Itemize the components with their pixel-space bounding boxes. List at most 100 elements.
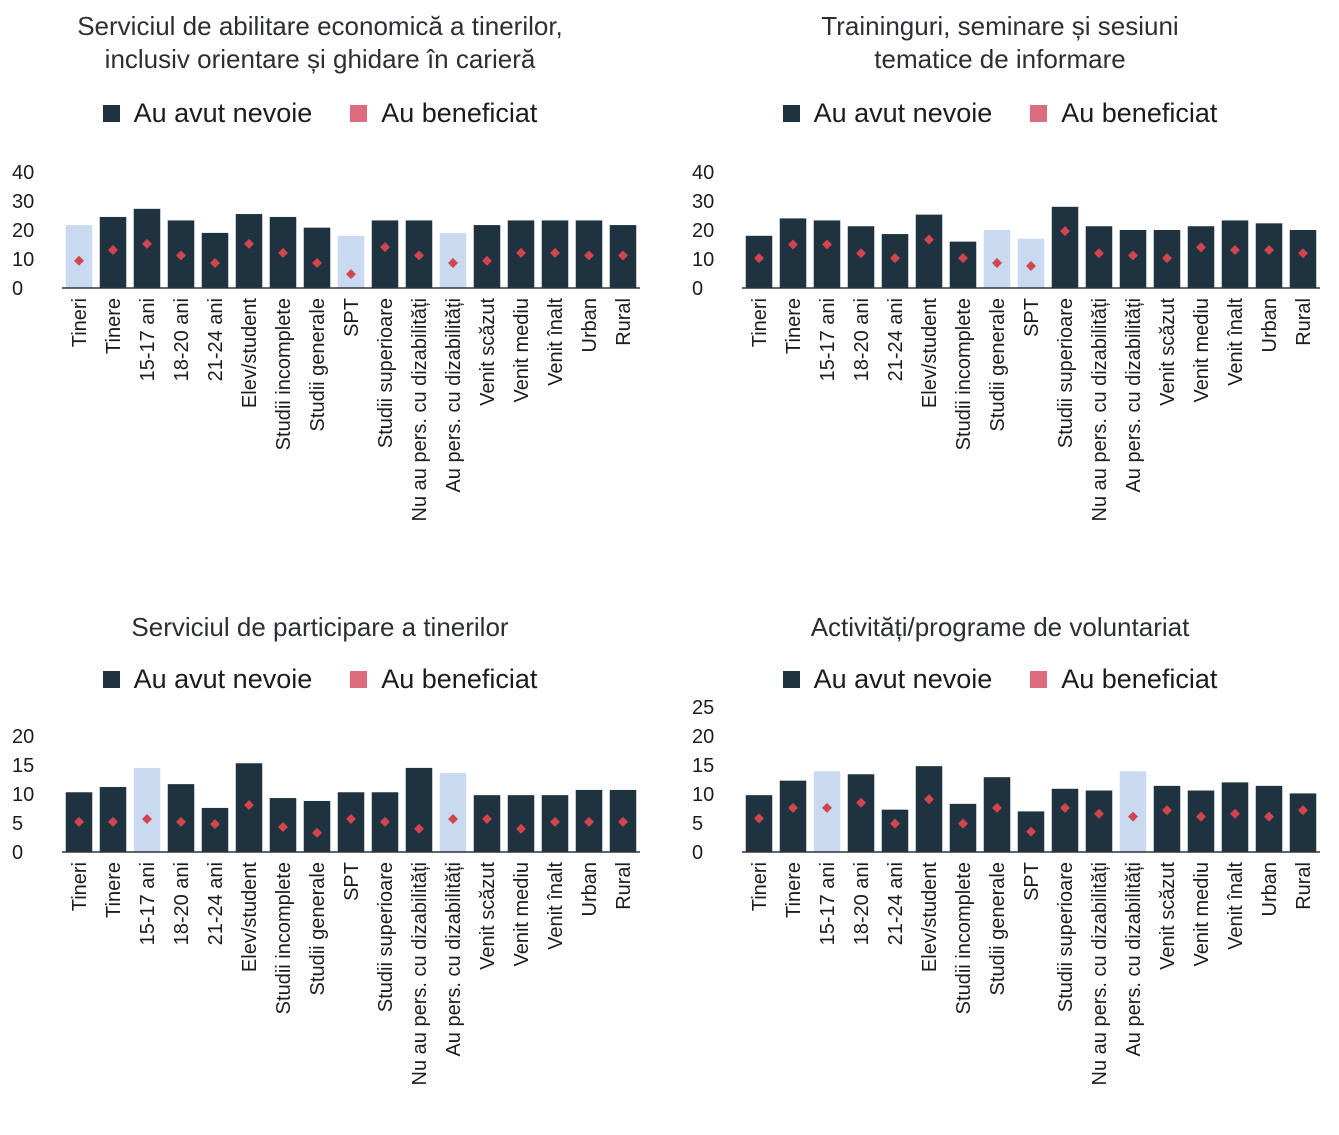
marker-benefit	[550, 247, 560, 258]
marker-benefit	[1230, 808, 1240, 819]
marker-benefit	[312, 827, 322, 838]
bar-need	[915, 214, 943, 288]
x-tick-label: Studii incomplete	[953, 298, 975, 450]
x-tick-label: Urban	[579, 862, 601, 916]
bar-chart: 0 5 10 15 20 Tineri Tinere 15-17 ani 18-20 ani 21…	[12, 726, 640, 1085]
x-tick-label: 18-20 ani	[171, 862, 193, 945]
bar-chart: 0 10 20 30 40 Tineri Tinere 15-17 ani 18-20 ani 2…	[12, 162, 640, 521]
marker-benefit	[890, 818, 900, 829]
bar-need	[915, 766, 943, 852]
marker-benefit	[142, 238, 152, 249]
y-tick-label: 30	[12, 191, 34, 213]
x-tick-label: Venit înalt	[1225, 298, 1247, 386]
x-tick-label: Au pers. cu dizabilități	[1123, 298, 1145, 493]
bar-need	[133, 767, 161, 852]
bar-need	[371, 220, 399, 288]
y-tick-label: 30	[692, 191, 714, 213]
marker-benefit	[1094, 808, 1104, 819]
chart-title-line: Serviciul de abilitare economică a tiner…	[77, 11, 563, 41]
bar-need	[1153, 785, 1181, 852]
x-tick-label: 15-17 ani	[137, 862, 159, 945]
x-tick-label: Studii incomplete	[273, 862, 295, 1014]
x-tick-label: Au pers. cu dizabilități	[1123, 862, 1145, 1057]
marker-benefit	[210, 258, 220, 269]
y-tick-label: 0	[12, 842, 23, 864]
x-tick-label: Rural	[1293, 298, 1315, 346]
x-tick-label: Urban	[1259, 298, 1281, 352]
marker-benefit	[346, 269, 356, 280]
x-tick-label: Studii superioare	[375, 862, 397, 1012]
marker-benefit	[992, 802, 1002, 813]
y-tick-label: 10	[692, 784, 714, 806]
y-tick-label: 20	[12, 220, 34, 242]
x-tick-label: Venit mediu	[1191, 298, 1213, 403]
marker-benefit	[584, 250, 594, 261]
marker-benefit	[278, 247, 288, 258]
y-tick-label: 20	[692, 726, 714, 748]
marker-benefit	[448, 258, 458, 269]
bar-need	[1187, 226, 1215, 288]
x-tick-label: Nu au pers. cu dizabilități	[1089, 862, 1111, 1085]
x-tick-label: Rural	[1293, 862, 1315, 910]
bar-need	[1051, 206, 1079, 288]
x-tick-label: Tineri	[749, 862, 771, 911]
marker-benefit	[108, 816, 118, 827]
marker-benefit	[958, 253, 968, 264]
legend-swatch	[102, 671, 120, 688]
legend-label: Au beneficiat	[381, 664, 538, 694]
marker-benefit	[482, 813, 492, 824]
y-tick-label: 10	[12, 784, 34, 806]
legend-label: Au beneficiat	[381, 98, 538, 128]
chart-title-line: tematice de informare	[874, 44, 1126, 74]
x-tick-label: 15-17 ani	[817, 298, 839, 381]
bar-need	[983, 777, 1011, 852]
marker-benefit	[176, 816, 186, 827]
bar-need	[303, 800, 331, 852]
x-tick-label: Rural	[613, 298, 635, 346]
y-tick-label: 10	[12, 249, 34, 271]
legend-label: Au avut nevoie	[813, 664, 993, 694]
y-tick-label: 15	[12, 755, 34, 777]
marker-benefit	[822, 239, 832, 250]
marker-benefit	[380, 816, 390, 827]
x-tick-label: Tineri	[69, 298, 91, 347]
chart-title: Traininguri, seminare și sesiuni tematice…	[680, 10, 1320, 76]
marker-benefit	[550, 816, 560, 827]
marker-benefit	[856, 248, 866, 259]
x-tick-label: 18-20 ani	[851, 298, 873, 381]
legend-label: Au avut nevoie	[133, 664, 313, 694]
legend-item-need: Au avut nevoie	[782, 98, 993, 129]
bar-need	[745, 795, 773, 852]
x-tick-label: Venit mediu	[511, 298, 533, 403]
marker-benefit	[958, 818, 968, 829]
chart-panel-participation: Serviciul de participare a tinerilor Au a…	[0, 568, 660, 1135]
legend-item-benefit: Au beneficiat	[350, 98, 537, 129]
legend-label: Au beneficiat	[1061, 98, 1218, 128]
marker-benefit	[856, 797, 866, 808]
marker-benefit	[516, 247, 526, 258]
legend-item-need: Au avut nevoie	[102, 664, 313, 695]
marker-benefit	[890, 253, 900, 264]
marker-benefit	[754, 253, 764, 264]
x-tick-label: 21-24 ani	[205, 862, 227, 945]
bar-need	[779, 218, 807, 288]
legend-label: Au avut nevoie	[813, 98, 993, 128]
bar-need	[779, 780, 807, 852]
marker-benefit	[1196, 242, 1206, 253]
marker-benefit	[788, 239, 798, 250]
marker-benefit	[108, 245, 118, 256]
x-tick-label: SPT	[341, 298, 363, 337]
x-tick-label: 21-24 ani	[205, 298, 227, 381]
x-tick-label: Rural	[613, 862, 635, 910]
marker-benefit	[346, 813, 356, 824]
x-tick-label: Au pers. cu dizabilități	[443, 298, 465, 493]
marker-benefit	[1026, 260, 1036, 271]
x-tick-label: Studii generale	[987, 862, 1009, 995]
x-tick-label: 18-20 ani	[851, 862, 873, 945]
marker-benefit	[1264, 245, 1274, 256]
x-tick-label: Au pers. cu dizabilități	[443, 862, 465, 1057]
x-tick-label: 18-20 ani	[171, 298, 193, 381]
marker-benefit	[1128, 811, 1138, 822]
x-tick-label: Studii incomplete	[953, 862, 975, 1014]
bar-chart: 0 10 20 30 40 Tineri Tinere 15-17 ani 18-20 ani 2…	[692, 162, 1320, 521]
